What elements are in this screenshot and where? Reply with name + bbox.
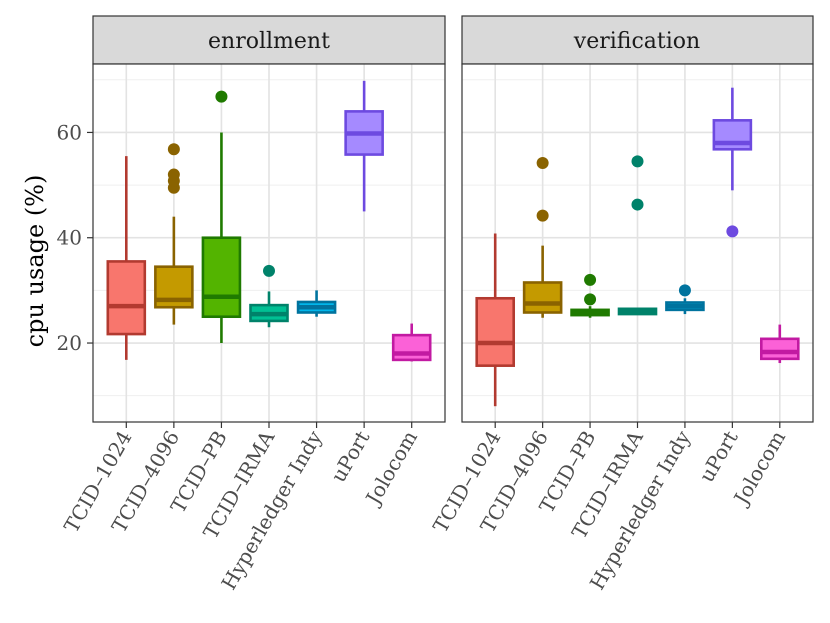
box-Jolocom [391,323,432,362]
outlier-point [584,273,597,286]
box-body [106,260,147,336]
outlier-point [167,168,180,181]
box-body [522,281,563,314]
box-body [759,337,800,361]
outlier-point [536,209,549,222]
box-TCID–4096 [522,156,563,318]
strip-background [92,15,446,65]
outlier-point [678,284,691,297]
box-TCID–IRMA [617,155,658,316]
y-axis-title: cpu usage (%) [21,175,49,348]
box-TCID–IRMA [249,264,289,328]
box-TCID–4096 [154,143,194,325]
strip-label: verification [573,29,700,54]
box-Hyperledger Indy [665,284,705,315]
box-body [475,296,516,367]
y-axis-ticks: 20 40 60 [57,120,93,355]
box-Jolocom [759,324,800,364]
box-TCID–PB [570,273,610,318]
box-TCID–1024 [475,233,516,407]
box-uPort [712,87,753,238]
panel-verification: verification [461,15,814,423]
outlier-point [536,156,549,169]
outlier-point [215,90,228,103]
box-Hyperledger Indy [296,290,337,317]
outlier-point [631,155,644,168]
box-body [391,333,432,362]
x-tick-label: uPort [694,427,742,487]
y-tick-label: 60 [57,120,82,144]
panel-boxes [475,87,800,407]
box-TCID–1024 [106,156,147,360]
box-body [201,236,242,319]
box-TCID–PB [201,90,242,344]
y-tick-label: 40 [57,226,82,250]
outlier-point [263,264,275,277]
panel-enrollment: enrollment [92,15,446,423]
outlier-point [584,293,597,306]
box-uPort [344,80,384,212]
strip-label: enrollment [208,29,330,54]
y-tick-label: 20 [57,331,82,355]
x-axis-ticks: TCID–1024TCID–4096TCID–PBTCID–IRMAHyperl… [59,422,790,594]
panel-grid [93,64,445,422]
outlier-point [726,225,739,238]
outlier-point [631,198,644,211]
x-tick-label: uPort [326,427,374,487]
panel-boxes [106,80,432,362]
outlier-point [167,143,180,156]
